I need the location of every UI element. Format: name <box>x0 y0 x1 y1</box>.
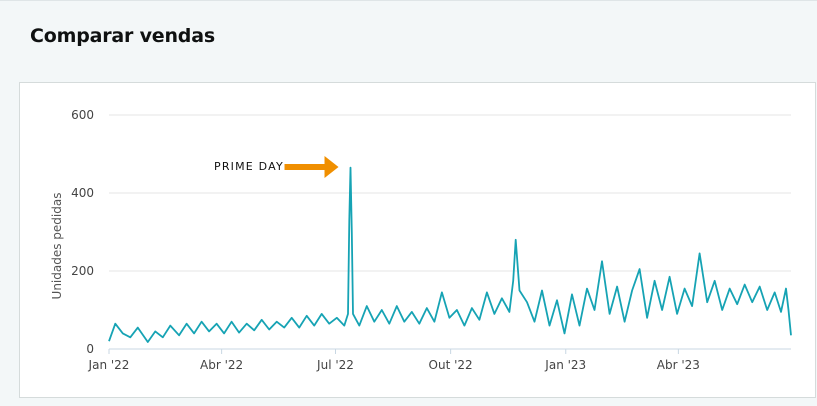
y-tick-label: 0 <box>86 342 94 356</box>
y-tick-label: 200 <box>71 264 94 278</box>
x-tick-label: Abr '22 <box>200 358 243 372</box>
x-tick-label: Jan '22 <box>88 358 130 372</box>
x-tick-label: Jul '22 <box>316 358 354 372</box>
x-tick-label: Abr '23 <box>657 358 700 372</box>
x-axis-ticks: Jan '22 Abr '22 Jul '22 Out '22 Jan '23 Abr '… <box>88 349 700 372</box>
prime-day-annotation: PRIME DAY <box>214 160 284 173</box>
y-tick-label: 400 <box>71 186 94 200</box>
annotation-arrow-icon <box>284 156 339 178</box>
x-tick-label: Out '22 <box>429 358 473 372</box>
series-line <box>108 166 792 343</box>
chart-grid <box>109 114 791 350</box>
y-tick-label: 600 <box>71 108 94 122</box>
chart-card: 0 200 400 600 Jan '22 Abr '22 Jul '22 Out '22 J… <box>19 82 816 398</box>
panel-title: Comparar vendas <box>30 25 215 47</box>
panel-header: Comparar vendas <box>0 0 817 71</box>
y-axis-ticks: 0 200 400 600 <box>71 108 94 356</box>
x-tick-label: Jan '23 <box>544 358 586 372</box>
y-axis-label: Unidades pedidas <box>50 193 64 300</box>
